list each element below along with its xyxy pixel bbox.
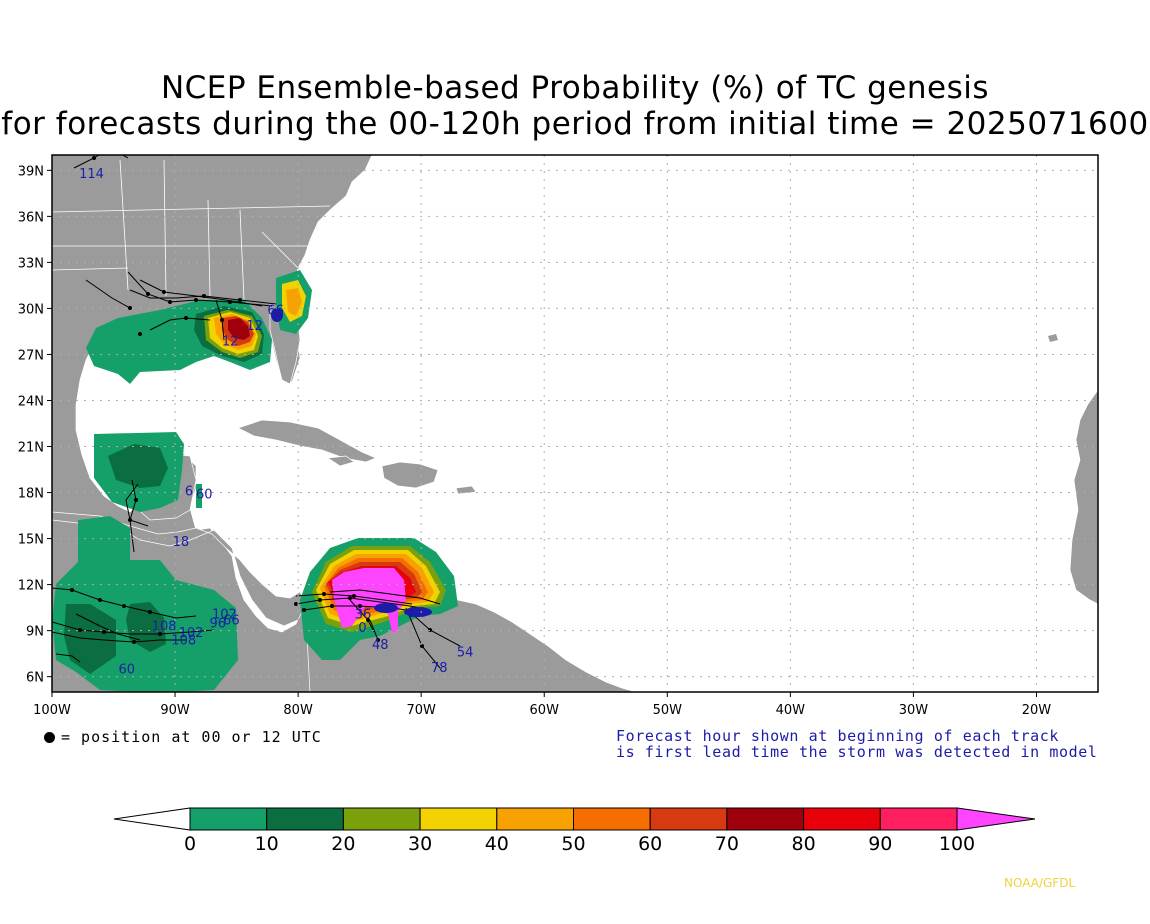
colorbar-box — [189, 807, 268, 831]
credit: NOAA/GFDL — [1004, 876, 1076, 890]
legend-right-line-1: Forecast hour shown at beginning of each… — [616, 727, 1060, 745]
map-frame — [51, 154, 1099, 693]
colorbar-label: 30 — [408, 833, 432, 855]
track-forecast-hour-label: 66 — [223, 613, 240, 628]
colorbar-label: 10 — [255, 833, 279, 855]
colorbar-label: 80 — [792, 833, 816, 855]
colorbar-box — [649, 807, 728, 831]
track-forecast-hour-label: 78 — [431, 661, 448, 676]
lon-tick-label: 90W — [160, 703, 190, 718]
puerto-rico-land — [455, 485, 477, 495]
state-borders — [52, 159, 331, 301]
colorbar-box — [726, 807, 805, 831]
lat-tick-label: 27N — [18, 348, 44, 363]
track-forecast-hour-label: 102 — [179, 626, 204, 641]
colorbar-box — [573, 807, 651, 831]
legend-left-text: = position at 00 or 12 UTC — [61, 728, 322, 746]
colorbar-label: 90 — [868, 833, 892, 855]
track-forecast-hour-label: 60 — [118, 663, 135, 678]
track-forecast-hour-label: 102 — [212, 607, 237, 622]
prob-belize-10 — [196, 484, 202, 508]
colorbar-label: 100 — [939, 833, 975, 855]
colorbar-box — [266, 807, 344, 831]
cuba-land — [237, 419, 377, 463]
legend-forecast-hour-note: Forecast hour shown at beginning of each… — [616, 728, 1098, 760]
colorbar-label: 60 — [638, 833, 662, 855]
track-forecast-hour-label: 108 — [171, 633, 196, 648]
track-forecast-hour-label: 12 — [246, 319, 263, 334]
hispaniola-land — [381, 461, 439, 489]
lon-tick-label: 80W — [283, 703, 313, 718]
lat-tick-label: 36N — [18, 210, 44, 225]
position-dot-icon — [44, 732, 55, 743]
africa-land — [1069, 389, 1098, 605]
colorbar-box — [496, 807, 574, 831]
colorbar-box — [879, 807, 958, 831]
tc-origin-markers — [271, 308, 432, 617]
lon-tick-label: 70W — [406, 703, 436, 718]
colorbar-over-triangle — [956, 807, 1036, 831]
track-forecast-hour-label: 18 — [173, 535, 190, 550]
track-forecast-hour-label: 96 — [210, 617, 227, 632]
lat-tick-label: 6N — [26, 671, 44, 686]
lon-tick-label: 40W — [776, 703, 806, 718]
longitude-axis: 100W 90W 80W 70W 60W 50W 40W 30W 20W — [33, 692, 1051, 718]
lat-tick-label: 24N — [18, 394, 44, 409]
title-line-1: NCEP Ensemble-based Probability (%) of T… — [160, 70, 990, 106]
colorbar-label: 0 — [184, 833, 196, 855]
lat-tick-label: 21N — [18, 441, 44, 456]
track-forecast-hour-label: 36 — [355, 607, 372, 622]
prob-campeche-20 — [108, 444, 168, 488]
prob-gulf-70 — [228, 318, 250, 340]
track-forecast-hour-label: 24 — [409, 606, 426, 621]
lat-tick-label: 33N — [18, 256, 44, 271]
lon-tick-label: 60W — [530, 703, 560, 718]
colorbar-box — [803, 807, 881, 831]
track-forecast-hour-label: 108 — [152, 620, 177, 635]
track-forecast-hour-label: 6 — [185, 485, 193, 500]
colorbar-label: 40 — [485, 833, 509, 855]
legend-position-note: = position at 00 or 12 UTC — [44, 728, 322, 746]
prob-carib-100 — [332, 568, 406, 632]
lat-tick-label: 15N — [18, 533, 44, 548]
colorbar-label: 20 — [331, 833, 355, 855]
jamaica-land — [327, 455, 355, 467]
lon-tick-label: 30W — [899, 703, 929, 718]
track-forecast-hour-label: 66 — [267, 304, 284, 319]
prob-pacific-20b — [126, 602, 166, 652]
track-forecast-hour-label: 48 — [372, 638, 389, 653]
track-forecast-hour-label: 54 — [457, 646, 474, 661]
lat-tick-label: 9N — [26, 625, 44, 640]
canary-islands-land — [1048, 334, 1058, 342]
latitude-axis: 39N 36N 33N 30N 27N 24N 21N 18N 15N 12N 9N 6N — [18, 164, 52, 686]
lon-tick-label: 100W — [33, 703, 71, 718]
lat-tick-label: 30N — [18, 302, 44, 317]
tc-track-points — [70, 156, 432, 648]
colorbar-label: 70 — [715, 833, 739, 855]
lon-tick-label: 20W — [1022, 703, 1052, 718]
central-america-land — [52, 511, 307, 627]
track-forecast-hour-label: 60 — [196, 488, 213, 503]
lat-tick-label: 39N — [18, 164, 44, 179]
lat-tick-label: 12N — [18, 579, 44, 594]
track-forecast-hour-label: 12 — [222, 334, 239, 349]
track-forecast-hour-label: 114 — [79, 167, 104, 182]
lat-tick-label: 18N — [18, 487, 44, 502]
title-line-2: for forecasts during the 00-120h period … — [1, 106, 1149, 142]
lon-tick-label: 50W — [653, 703, 683, 718]
colorbar-box — [419, 807, 498, 831]
colorbar-under-triangle — [113, 807, 191, 831]
colorbar: 0 10 20 30 40 50 60 70 80 90 100 — [113, 807, 1036, 855]
colorbar-label: 50 — [561, 833, 585, 855]
track-forecast-hour-label: 0 — [358, 621, 366, 636]
legend-right-line-2: is first lead time the storm was detecte… — [616, 743, 1098, 761]
colorbar-box — [342, 807, 421, 831]
grid-lines — [52, 155, 1098, 692]
